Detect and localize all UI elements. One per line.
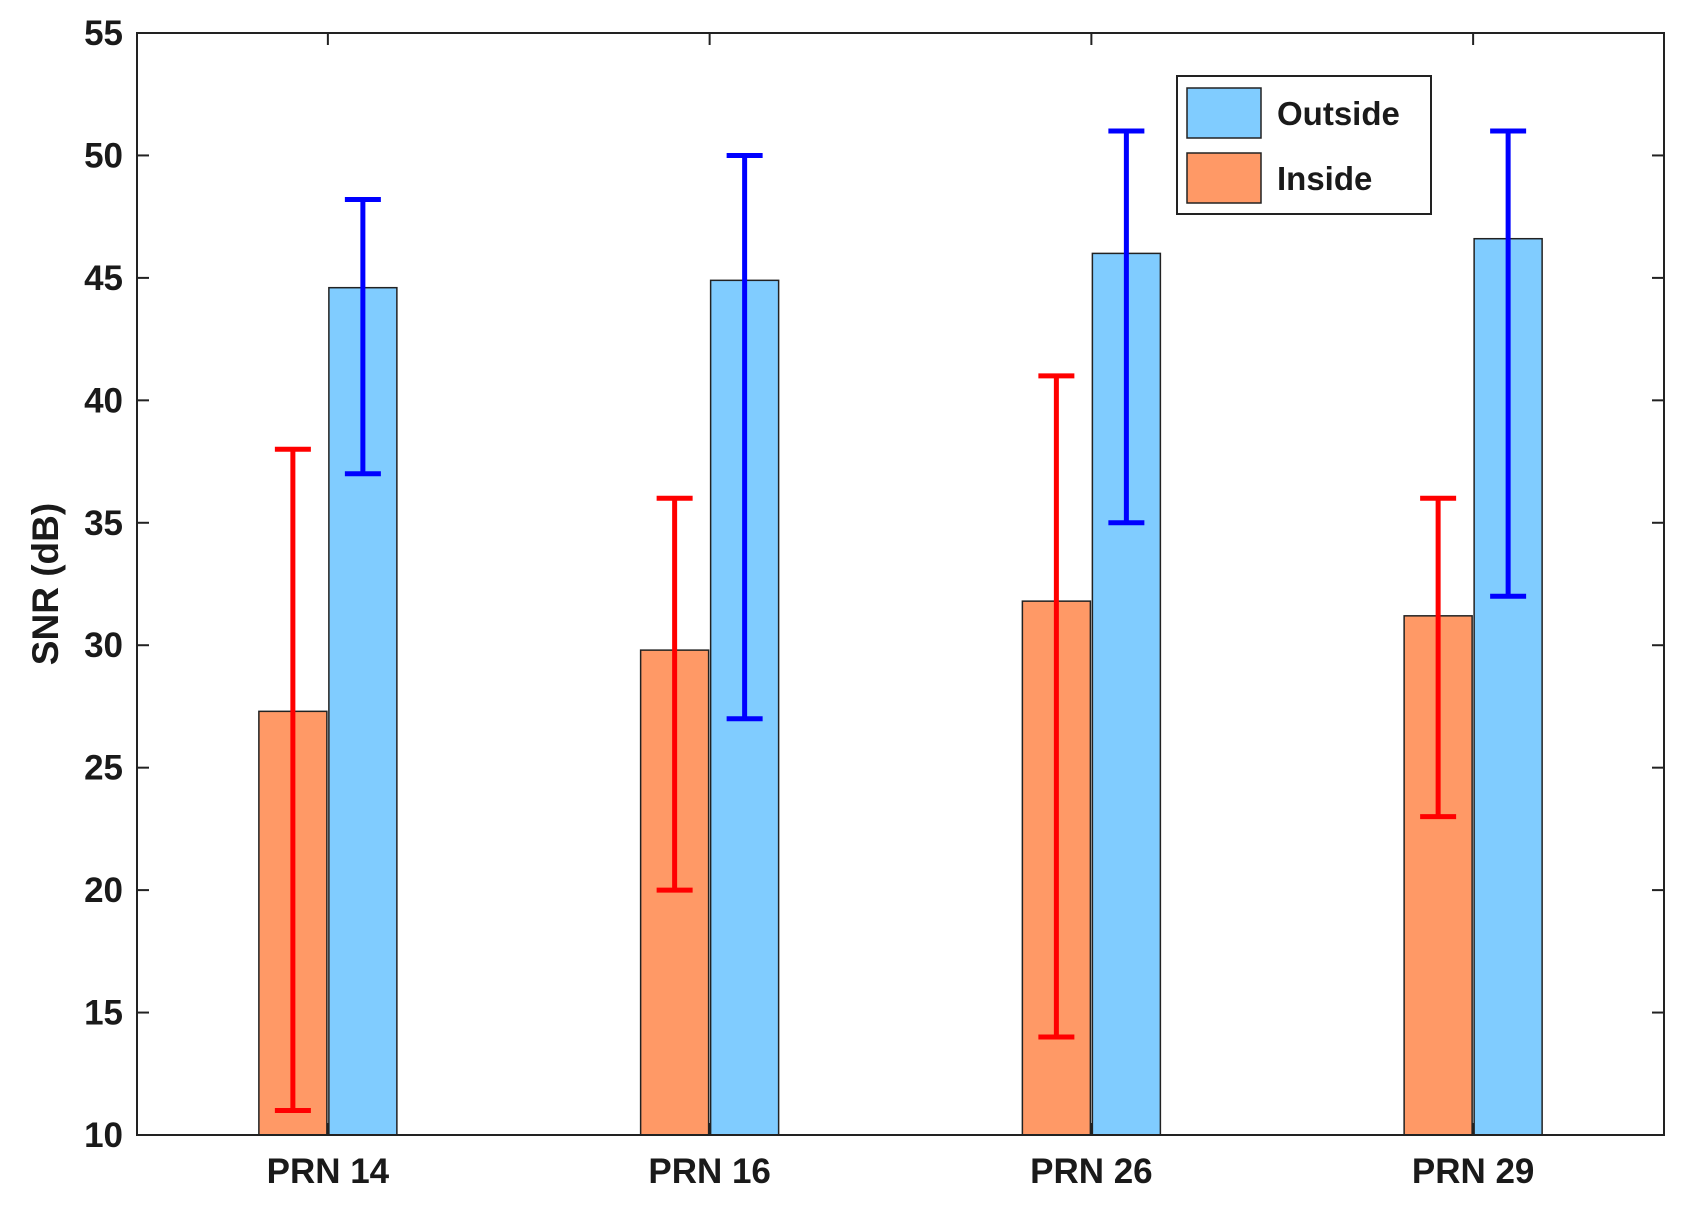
errorbar-inside-prn-29: [1420, 495, 1457, 820]
legend-swatch-inside: [1186, 152, 1262, 204]
x-tick-label: PRN 29: [1412, 1152, 1535, 1191]
y-tick-label: 20: [84, 871, 123, 910]
y-tick-label: 50: [84, 136, 123, 175]
y-tick-label: 10: [84, 1116, 123, 1155]
x-tick-label: PRN 16: [648, 1152, 771, 1191]
y-tick-label: 25: [84, 749, 123, 788]
plot-frame: [136, 32, 1665, 1136]
y-tick-label: 30: [84, 626, 123, 665]
errorbar-outside-prn-26: [1108, 128, 1145, 526]
y-tick-label: 15: [84, 994, 123, 1033]
y-axis-label: SNR (dB): [25, 503, 66, 665]
errorbar-inside-prn-14: [274, 446, 311, 1114]
errorbar-outside-prn-29: [1490, 128, 1527, 599]
legend: Outside Inside: [1176, 75, 1432, 215]
errorbar-inside-prn-16: [656, 495, 693, 893]
x-tick-label: PRN 14: [267, 1152, 390, 1191]
y-tick-label: 55: [84, 14, 123, 53]
errorbar-inside-prn-26: [1038, 373, 1075, 1040]
y-tick-label: 35: [84, 504, 123, 543]
legend-label-outside: Outside: [1277, 95, 1400, 132]
y-tick-label: 45: [84, 259, 123, 298]
x-tick-label: PRN 26: [1030, 1152, 1153, 1191]
error-bars-group: [274, 128, 1527, 1114]
errorbar-outside-prn-14: [344, 197, 381, 477]
y-axis-ticks: 10 15 20 25 30 35 40 45 50 55: [84, 14, 1664, 1155]
x-axis-ticks: PRN 14 PRN 16 PRN 26 PRN 29: [267, 33, 1535, 1191]
legend-label-inside: Inside: [1277, 160, 1372, 197]
errorbar-outside-prn-16: [726, 152, 763, 722]
y-tick-label: 40: [84, 381, 123, 420]
legend-swatch-outside: [1186, 87, 1262, 139]
